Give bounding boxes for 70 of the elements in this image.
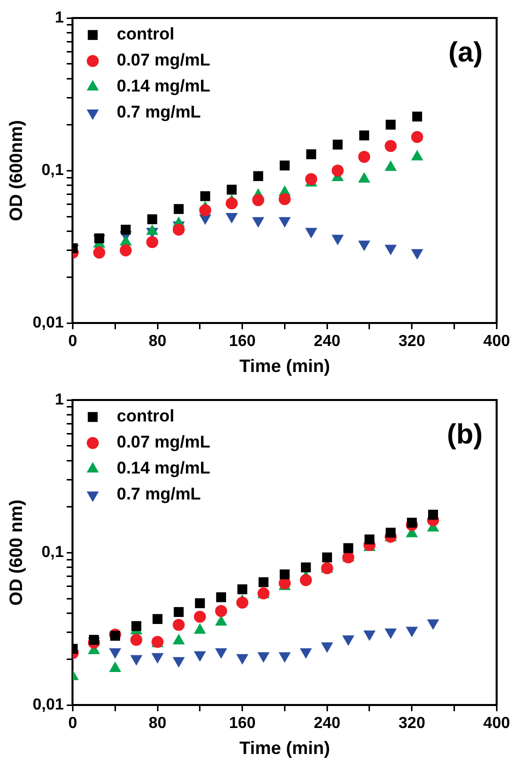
x-tick-label: 0 — [68, 715, 78, 732]
y-tick-label: 0,01 — [32, 314, 64, 332]
point — [236, 654, 248, 665]
point — [384, 628, 397, 639]
legend-label: control — [116, 406, 174, 426]
point — [216, 592, 226, 602]
y-axis-title: OD (600nm) — [6, 120, 26, 222]
point — [364, 534, 374, 544]
point — [130, 634, 142, 646]
y-tick-label: 0,1 — [41, 162, 64, 180]
point — [88, 634, 99, 645]
x-tick-label: 240 — [314, 715, 341, 732]
point — [363, 630, 376, 641]
point — [194, 651, 206, 662]
legend-label: 0.14 mg/mL — [116, 76, 210, 96]
x-tick-label: 320 — [398, 715, 426, 732]
legend-label: control — [116, 24, 174, 44]
legend-label: 0.07 mg/mL — [116, 432, 210, 452]
point — [215, 648, 228, 659]
point — [343, 543, 354, 554]
y-tick-label: 1 — [54, 391, 64, 408]
point — [322, 552, 332, 562]
point — [300, 562, 311, 572]
point — [152, 614, 162, 624]
point — [194, 598, 205, 608]
y-axis-title: OD (600 nm) — [6, 500, 26, 606]
legend-label: 0.14 mg/mL — [116, 458, 210, 478]
point — [237, 584, 248, 594]
point — [258, 577, 268, 588]
point — [172, 618, 185, 631]
point — [215, 605, 228, 618]
point — [427, 619, 440, 630]
x-tick-label: 160 — [228, 333, 256, 350]
point — [386, 528, 396, 538]
point — [131, 621, 142, 632]
point — [278, 652, 291, 663]
x-tick-label: 400 — [483, 333, 510, 350]
point — [300, 648, 312, 659]
point — [428, 510, 438, 520]
y-tick-label: 1 — [54, 9, 64, 26]
legend-label: 0.07 mg/mL — [116, 50, 210, 70]
point — [194, 610, 206, 623]
x-tick-label: 160 — [228, 715, 256, 732]
point — [172, 657, 185, 668]
point — [406, 626, 418, 638]
point — [342, 635, 354, 646]
y-tick-label: 0,1 — [41, 544, 64, 562]
x-axis-title: Time (min) — [239, 356, 330, 376]
x-tick-label: 240 — [314, 333, 341, 350]
point — [257, 652, 270, 663]
x-tick-label: 0 — [68, 333, 78, 350]
x-tick-label: 400 — [483, 715, 510, 732]
annotation: (a) — [448, 36, 483, 68]
x-axis-title: Time (min) — [239, 738, 330, 758]
legend-label: 0.7 mg/mL — [116, 484, 201, 504]
point — [321, 642, 334, 653]
y-tick-label: 0,01 — [32, 696, 64, 714]
annotation: (b) — [446, 418, 483, 450]
point — [300, 574, 312, 586]
point — [151, 653, 164, 664]
point — [130, 655, 142, 666]
point — [406, 518, 417, 528]
point — [236, 596, 248, 609]
x-tick-label: 320 — [398, 333, 426, 350]
point — [109, 648, 122, 659]
legend-label: 0.7 mg/mL — [116, 102, 201, 122]
x-tick-label: 80 — [148, 333, 167, 350]
point — [174, 607, 184, 617]
x-tick-label: 80 — [148, 715, 167, 732]
point — [280, 569, 290, 580]
